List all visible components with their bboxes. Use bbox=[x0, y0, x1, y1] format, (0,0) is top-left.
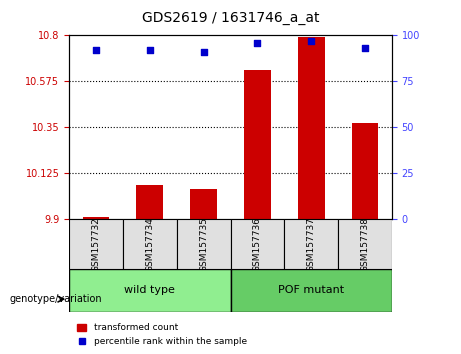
Text: GSM157735: GSM157735 bbox=[199, 217, 208, 272]
FancyBboxPatch shape bbox=[69, 219, 123, 269]
FancyBboxPatch shape bbox=[69, 269, 230, 312]
Text: GSM157732: GSM157732 bbox=[92, 217, 100, 272]
FancyBboxPatch shape bbox=[230, 219, 284, 269]
FancyBboxPatch shape bbox=[338, 219, 392, 269]
Text: GDS2619 / 1631746_a_at: GDS2619 / 1631746_a_at bbox=[142, 11, 319, 25]
Text: GSM157737: GSM157737 bbox=[307, 217, 316, 272]
FancyBboxPatch shape bbox=[284, 219, 338, 269]
Text: GSM157734: GSM157734 bbox=[145, 217, 154, 272]
Legend: transformed count, percentile rank within the sample: transformed count, percentile rank withi… bbox=[74, 320, 250, 349]
Text: wild type: wild type bbox=[124, 285, 175, 295]
Bar bbox=[136, 185, 163, 219]
Bar bbox=[83, 217, 109, 219]
Bar bbox=[351, 123, 378, 219]
Bar bbox=[298, 38, 325, 219]
Point bbox=[254, 40, 261, 46]
Text: GSM157738: GSM157738 bbox=[361, 217, 369, 272]
Point bbox=[200, 49, 207, 55]
Point bbox=[92, 47, 100, 53]
Bar bbox=[244, 70, 271, 219]
Text: GSM157736: GSM157736 bbox=[253, 217, 262, 272]
FancyBboxPatch shape bbox=[123, 219, 177, 269]
Text: POF mutant: POF mutant bbox=[278, 285, 344, 295]
Point bbox=[146, 47, 154, 53]
Text: genotype/variation: genotype/variation bbox=[9, 294, 102, 304]
FancyBboxPatch shape bbox=[230, 269, 392, 312]
FancyBboxPatch shape bbox=[177, 219, 230, 269]
Point bbox=[307, 38, 315, 44]
Bar bbox=[190, 189, 217, 219]
Point bbox=[361, 45, 369, 51]
